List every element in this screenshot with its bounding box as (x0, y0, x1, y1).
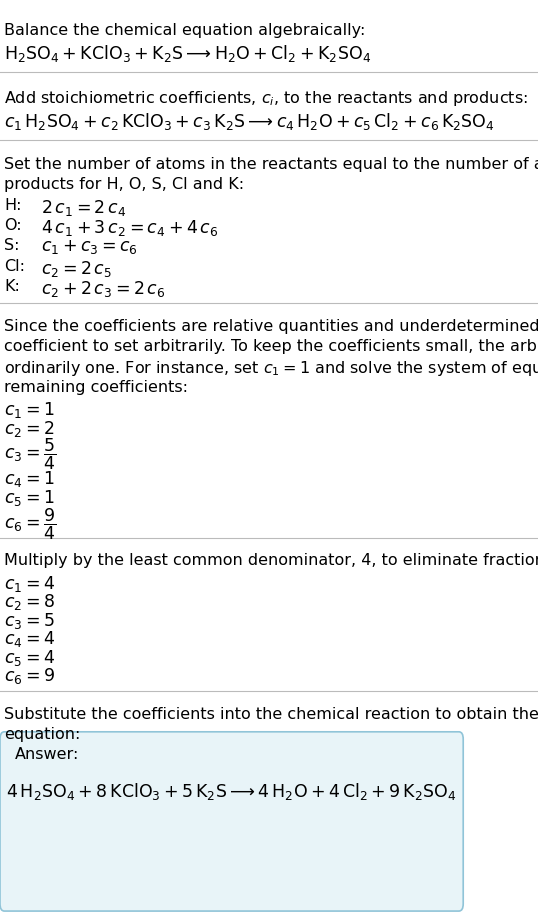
Text: Substitute the coefficients into the chemical reaction to obtain the balanced: Substitute the coefficients into the che… (4, 707, 538, 722)
Text: Since the coefficients are relative quantities and underdetermined, choose a: Since the coefficients are relative quan… (4, 319, 538, 334)
Text: $c_6 = \dfrac{9}{4}$: $c_6 = \dfrac{9}{4}$ (4, 506, 56, 541)
Text: products for H, O, S, Cl and K:: products for H, O, S, Cl and K: (4, 177, 244, 192)
FancyBboxPatch shape (0, 732, 463, 911)
Text: O:: O: (4, 218, 22, 233)
Text: coefficient to set arbitrarily. To keep the coefficients small, the arbitrary va: coefficient to set arbitrarily. To keep … (4, 339, 538, 354)
Text: $c_4 = 1$: $c_4 = 1$ (4, 469, 55, 490)
Text: $c_3 = \dfrac{5}{4}$: $c_3 = \dfrac{5}{4}$ (4, 437, 56, 472)
Text: $c_1 = 1$: $c_1 = 1$ (4, 400, 55, 420)
Text: $2\,c_1 = 2\,c_4$: $2\,c_1 = 2\,c_4$ (41, 198, 126, 218)
Text: $c_1 = 4$: $c_1 = 4$ (4, 574, 55, 594)
Text: K:: K: (4, 279, 20, 294)
Text: ordinarily one. For instance, set $c_1 = 1$ and solve the system of equations fo: ordinarily one. For instance, set $c_1 =… (4, 359, 538, 379)
Text: $c_6 = 9$: $c_6 = 9$ (4, 666, 55, 687)
Text: $c_2 = 8$: $c_2 = 8$ (4, 592, 55, 613)
Text: $c_3 = 5$: $c_3 = 5$ (4, 611, 55, 631)
Text: Set the number of atoms in the reactants equal to the number of atoms in the: Set the number of atoms in the reactants… (4, 157, 538, 172)
Text: Balance the chemical equation algebraically:: Balance the chemical equation algebraica… (4, 22, 366, 38)
Text: equation:: equation: (4, 727, 81, 742)
Text: $c_2 = 2\,c_5$: $c_2 = 2\,c_5$ (41, 259, 112, 279)
Text: $c_2 + 2\,c_3 = 2\,c_6$: $c_2 + 2\,c_3 = 2\,c_6$ (41, 279, 165, 299)
Text: H:: H: (4, 198, 22, 213)
Text: $c_2 = 2$: $c_2 = 2$ (4, 419, 55, 439)
Text: $4\,\mathrm{H_2SO_4} + 8\,\mathrm{KClO_3} + 5\,\mathrm{K_2S} \longrightarrow 4\,: $4\,\mathrm{H_2SO_4} + 8\,\mathrm{KClO_3… (6, 781, 457, 802)
Text: $c_5 = 4$: $c_5 = 4$ (4, 648, 55, 668)
Text: $c_1\,\mathrm{H_2SO_4} + c_2\,\mathrm{KClO_3} + c_3\,\mathrm{K_2S} \longrightarr: $c_1\,\mathrm{H_2SO_4} + c_2\,\mathrm{KC… (4, 111, 495, 132)
Text: $c_1 + c_3 = c_6$: $c_1 + c_3 = c_6$ (41, 238, 138, 256)
Text: $4\,c_1 + 3\,c_2 = c_4 + 4\,c_6$: $4\,c_1 + 3\,c_2 = c_4 + 4\,c_6$ (41, 218, 218, 238)
Text: Cl:: Cl: (4, 259, 25, 274)
Text: Multiply by the least common denominator, 4, to eliminate fractional coefficient: Multiply by the least common denominator… (4, 553, 538, 568)
Text: S:: S: (4, 238, 20, 253)
Text: remaining coefficients:: remaining coefficients: (4, 380, 188, 395)
Text: $c_5 = 1$: $c_5 = 1$ (4, 488, 55, 508)
Text: $\mathrm{H_2SO_4 + KClO_3 + K_2S} \longrightarrow \mathrm{H_2O + Cl_2 + K_2SO_4}: $\mathrm{H_2SO_4 + KClO_3 + K_2S} \longr… (4, 43, 371, 65)
Text: Add stoichiometric coefficients, $c_i$, to the reactants and products:: Add stoichiometric coefficients, $c_i$, … (4, 89, 528, 108)
Text: $c_4 = 4$: $c_4 = 4$ (4, 629, 55, 650)
Text: Answer:: Answer: (15, 747, 80, 761)
